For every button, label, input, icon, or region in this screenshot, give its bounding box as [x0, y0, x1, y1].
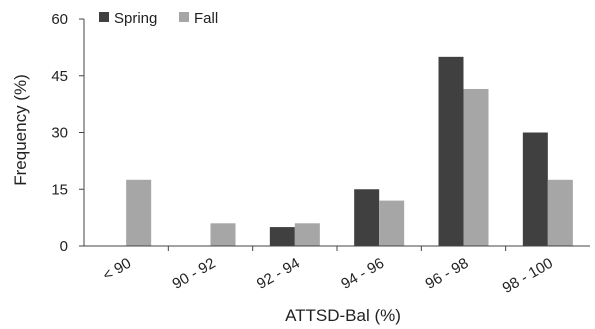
bar-fall [210, 223, 236, 246]
legend-label-spring: Spring [114, 10, 157, 27]
x-tick-label: 94 - 96 [338, 255, 387, 293]
legend-swatch-fall [179, 12, 189, 22]
x-tick-label: 98 - 100 [500, 255, 556, 297]
bar-spring [269, 227, 295, 246]
x-axis-ticks: < 90 90 - 92 92 - 94 94 - 96 96 - 98 98 - 100 [100, 246, 556, 297]
bar-fall [379, 200, 405, 246]
y-tick-label: 30 [51, 125, 68, 142]
legend: Spring Fall [99, 10, 218, 27]
y-tick-label: 60 [51, 11, 68, 28]
x-axis-title: ATTSD-Bal (%) [285, 306, 401, 325]
x-tick-label: 92 - 94 [254, 255, 303, 293]
x-tick-label: < 90 [100, 255, 134, 285]
bar-fall [126, 179, 152, 246]
bar-spring [438, 56, 464, 247]
y-tick-label: 45 [51, 68, 68, 85]
y-tick-label: 15 [51, 181, 68, 198]
y-axis-title: Frequency (%) [11, 74, 30, 185]
bar-fall [463, 88, 489, 246]
legend-label-fall: Fall [194, 10, 218, 27]
bars [126, 56, 573, 247]
x-tick-label: 96 - 98 [423, 255, 472, 293]
bar-fall [547, 179, 573, 246]
legend-swatch-spring [99, 12, 109, 22]
y-tick-label: 0 [60, 238, 68, 255]
y-axis-ticks: 0 15 30 45 60 [51, 11, 84, 255]
bar-spring [354, 189, 380, 246]
bar-fall [294, 223, 320, 246]
x-tick-label: 90 - 92 [170, 255, 219, 293]
bar-spring [522, 132, 548, 246]
